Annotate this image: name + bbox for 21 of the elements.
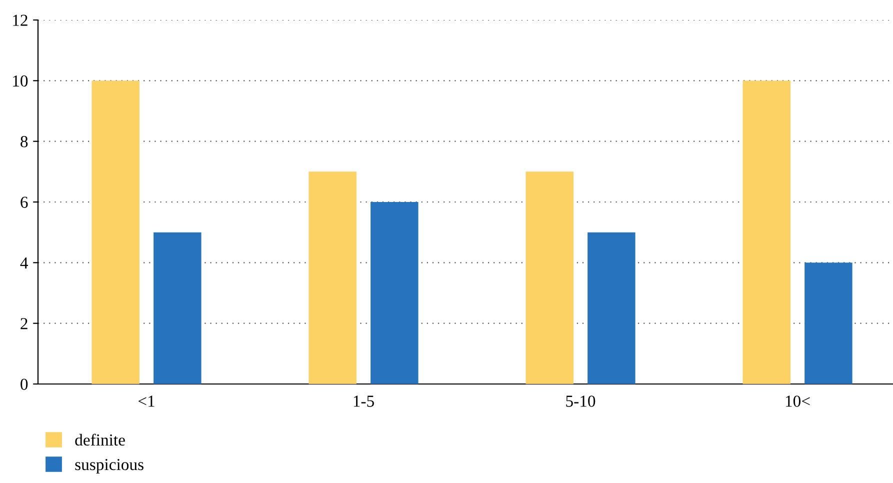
y-tick-label: 4 — [20, 257, 28, 268]
bar — [588, 232, 636, 384]
bar — [308, 172, 356, 384]
bar — [370, 202, 418, 384]
bar — [804, 262, 852, 384]
y-tick-label: 6 — [20, 196, 28, 208]
bar — [154, 232, 202, 384]
x-tick-label: 1-5 — [354, 396, 374, 407]
y-tick-label: 12 — [13, 14, 28, 26]
y-tick-label: 8 — [20, 136, 28, 148]
y-tick-label: 10 — [13, 75, 28, 87]
x-tick-label: <1 — [138, 396, 154, 407]
y-tick-label: 2 — [20, 318, 28, 330]
bar — [526, 172, 574, 384]
bar — [742, 80, 790, 384]
legend-label: definite — [75, 434, 125, 446]
x-tick-label: 10< — [786, 396, 810, 407]
bar — [92, 80, 140, 384]
y-tick-label: 0 — [20, 378, 28, 390]
legend-label: suspicious — [75, 458, 144, 474]
x-tick-label: 5-10 — [566, 396, 596, 407]
